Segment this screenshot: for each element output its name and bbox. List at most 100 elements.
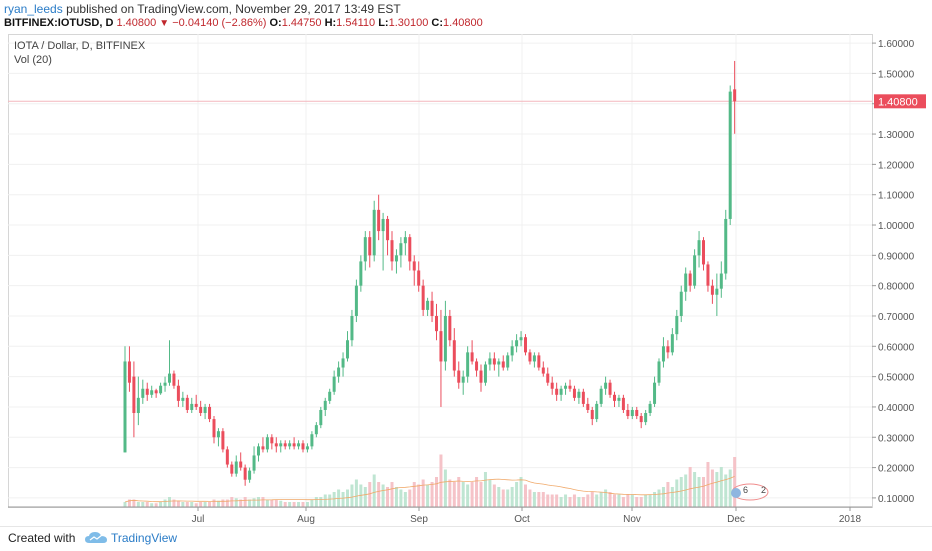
volume-bar — [541, 492, 545, 507]
volume-bar — [617, 494, 621, 507]
candle-body — [510, 346, 514, 356]
candle-body — [350, 315, 354, 341]
volume-bar — [172, 499, 176, 507]
candle-body — [248, 470, 252, 480]
candle-body — [154, 390, 158, 394]
candle-body — [221, 431, 225, 450]
y-tick-label: 0.20000 — [878, 464, 915, 475]
candle-body — [292, 443, 296, 447]
x-tick-label: Jul — [192, 514, 205, 525]
candles — [123, 60, 737, 486]
volume-bar — [132, 499, 136, 507]
tradingview-brand[interactable]: TradingView — [111, 531, 178, 545]
tradingview-cloud-icon[interactable] — [84, 530, 108, 546]
y-tick-label: 1.60000 — [878, 39, 915, 50]
candle-body — [555, 388, 559, 395]
volume-bar — [608, 492, 612, 507]
volume-bar — [430, 482, 434, 507]
legend-title: IOTA / Dollar, D, BITFINEX — [14, 40, 146, 52]
candle-body — [297, 443, 301, 447]
volume-bar — [403, 492, 407, 507]
volume-bar — [626, 494, 630, 507]
candle-body — [208, 406, 212, 420]
volume-bar — [657, 489, 661, 507]
candle-body — [363, 237, 367, 262]
events-marker[interactable]: 6 2 — [731, 483, 769, 501]
volume-bar — [697, 477, 701, 507]
candle-body — [341, 358, 345, 368]
volume-bar — [181, 502, 185, 507]
candle-body — [368, 237, 372, 256]
volume-bar — [279, 500, 283, 507]
y-tick-label: 1.00000 — [878, 221, 915, 232]
candle-body — [626, 409, 630, 417]
volume-bar — [613, 494, 616, 507]
volume-bar — [546, 494, 550, 507]
price-axis[interactable]: 1.600001.500001.400001.300001.200001.100… — [872, 39, 915, 505]
candle-body — [733, 89, 737, 102]
volume-bar — [163, 499, 167, 507]
volume-bar — [488, 479, 492, 507]
created-with-text: Created with — [8, 531, 76, 545]
candle-body — [595, 403, 599, 420]
candle-body — [541, 367, 545, 374]
candle-body — [274, 443, 278, 447]
grid-lines — [8, 34, 872, 507]
high-label: H: — [324, 17, 337, 29]
volume-bar — [506, 489, 510, 507]
volume-bar — [323, 494, 327, 507]
volume-bar — [528, 489, 532, 507]
volume-bar — [230, 497, 234, 507]
volume-bar — [203, 502, 207, 507]
volume-bar — [346, 489, 349, 507]
volume-bar — [568, 497, 572, 507]
volume-bar — [470, 482, 474, 507]
candle-body — [524, 337, 527, 353]
candle-body — [257, 446, 260, 456]
volume-bar — [234, 498, 238, 507]
candle-body — [127, 361, 131, 383]
chart-area[interactable]: 1.600001.500001.400001.300001.200001.100… — [8, 34, 928, 526]
volume-bar — [314, 497, 318, 507]
candle-body — [479, 370, 483, 383]
volume-bar — [564, 494, 568, 507]
volume-bar — [354, 479, 358, 507]
events-count-6: 6 — [743, 485, 748, 495]
volume-bar — [497, 487, 501, 507]
candle-body — [702, 240, 705, 265]
candle-body — [568, 385, 572, 389]
volume-bar — [194, 503, 198, 507]
volume-bar — [457, 477, 461, 507]
volume-bar — [199, 502, 203, 507]
candle-body — [599, 388, 603, 404]
volume-bar — [550, 494, 554, 507]
volume-bar — [417, 484, 421, 507]
author-link[interactable]: ryan_leeds — [4, 2, 63, 16]
volume-bar — [212, 499, 216, 507]
volume-bar — [185, 502, 189, 507]
volume-bar — [252, 498, 256, 507]
volume-bar — [216, 500, 220, 507]
candle-body — [644, 413, 648, 423]
volume-bar — [519, 477, 523, 507]
candlestick-chart[interactable]: 1.600001.500001.400001.300001.200001.100… — [8, 34, 928, 526]
candle-body — [372, 209, 376, 256]
x-tick-label: 2018 — [839, 514, 862, 525]
close-label: C: — [431, 17, 444, 29]
candle-body — [435, 315, 438, 332]
volume-bar — [670, 487, 674, 507]
x-tick-label: Oct — [514, 514, 530, 525]
candle-body — [648, 403, 652, 414]
candle-body — [265, 437, 269, 450]
candle-body — [688, 273, 692, 286]
volume-bar — [408, 489, 412, 507]
volume-bar — [733, 457, 737, 507]
low-value: 1.30100 — [388, 17, 429, 29]
candle-body — [181, 397, 185, 401]
time-axis[interactable]: Jul Aug Sep Oct Nov Dec 2018 — [8, 506, 872, 525]
candle-body — [710, 285, 714, 295]
x-tick-label: Dec — [727, 514, 745, 525]
volume-ma-line — [124, 476, 735, 503]
candle-body — [314, 425, 318, 435]
volume-bar — [443, 469, 447, 507]
